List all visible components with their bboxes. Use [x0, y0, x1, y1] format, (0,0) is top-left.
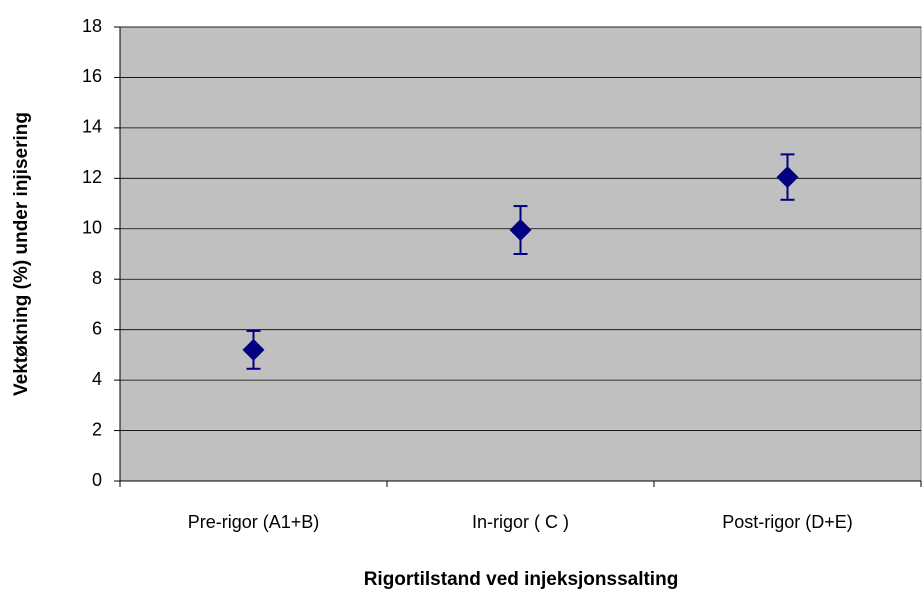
- y-tick-label: 8: [92, 268, 102, 288]
- x-tick-label: Post-rigor (D+E): [722, 512, 853, 532]
- y-tick-label: 18: [82, 16, 102, 36]
- marker: [242, 338, 265, 361]
- y-tick-label: 4: [92, 369, 102, 389]
- y-tick-label: 10: [82, 218, 102, 238]
- y-tick-label: 16: [82, 66, 102, 86]
- y-tick-label: 6: [92, 318, 102, 338]
- marker: [509, 219, 532, 242]
- y-tick-label: 0: [92, 470, 102, 490]
- x-tick-label: In-rigor ( C ): [472, 512, 569, 532]
- y-tick-label: 14: [82, 117, 102, 137]
- x-axis-title: Rigortilstand ved injeksjonssalting: [364, 569, 679, 590]
- y-axis-title: Vektøkning (%) under injisering: [11, 112, 32, 396]
- y-tick-label: 12: [82, 167, 102, 187]
- y-tick-label: 2: [92, 419, 102, 439]
- marker: [776, 166, 799, 189]
- x-tick-label: Pre-rigor (A1+B): [188, 512, 320, 532]
